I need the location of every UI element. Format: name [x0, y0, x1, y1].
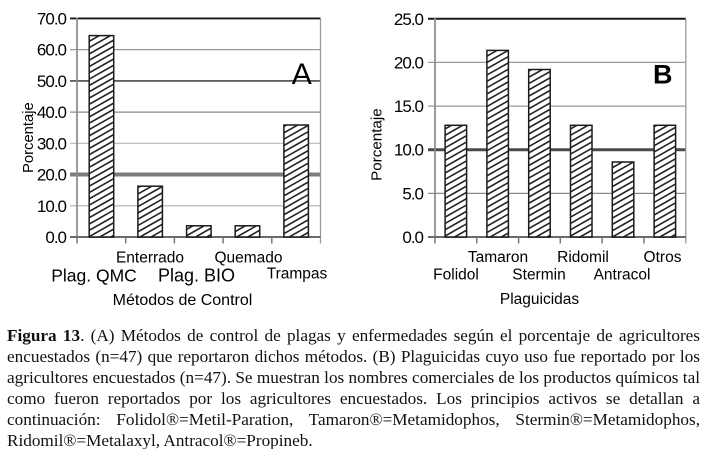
svg-text:5.0: 5.0: [402, 184, 423, 203]
svg-text:60.0: 60.0: [37, 41, 67, 60]
svg-text:70.0: 70.0: [37, 9, 67, 28]
svg-text:10.0: 10.0: [394, 141, 424, 160]
svg-text:Stermin: Stermin: [512, 267, 565, 284]
svg-text:Enterrado: Enterrado: [116, 250, 184, 267]
svg-text:Otros: Otros: [644, 249, 682, 266]
svg-text:A: A: [292, 58, 312, 91]
svg-text:Trampas: Trampas: [267, 266, 328, 283]
svg-text:15.0: 15.0: [394, 97, 424, 116]
svg-text:30.0: 30.0: [37, 134, 67, 153]
svg-text:Ridomil: Ridomil: [557, 249, 609, 266]
svg-text:40.0: 40.0: [37, 103, 67, 122]
svg-text:Porcentaje: Porcentaje: [21, 102, 37, 173]
svg-text:50.0: 50.0: [37, 72, 67, 91]
svg-text:Quemado: Quemado: [214, 250, 282, 267]
svg-text:Antracol: Antracol: [594, 267, 651, 284]
svg-text:B: B: [653, 59, 673, 89]
svg-text:Plag. QMC: Plag. QMC: [51, 265, 137, 285]
svg-text:Folidol: Folidol: [433, 267, 479, 284]
svg-text:Plag. BIO: Plag. BIO: [158, 265, 235, 285]
svg-text:Métodos de Control: Métodos de Control: [113, 292, 253, 309]
svg-text:0.0: 0.0: [402, 228, 423, 247]
svg-text:25.0: 25.0: [394, 10, 424, 29]
svg-text:20.0: 20.0: [37, 166, 67, 185]
svg-text:0.0: 0.0: [45, 228, 66, 247]
svg-text:Plaguicidas: Plaguicidas: [500, 291, 580, 308]
svg-text:10.0: 10.0: [37, 197, 67, 216]
svg-text:Tamaron: Tamaron: [468, 249, 528, 266]
svg-text:Porcentaje: Porcentaje: [369, 108, 386, 181]
svg-text:20.0: 20.0: [394, 53, 424, 72]
